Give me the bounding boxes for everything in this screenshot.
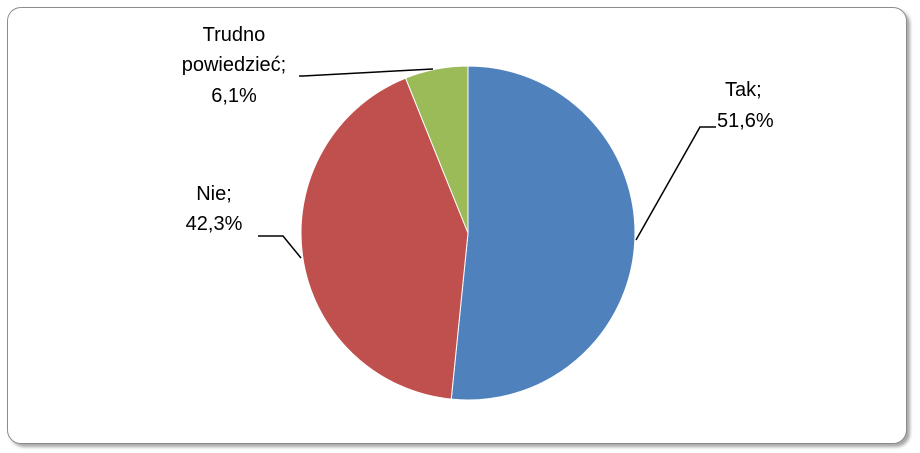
label-trudno-line2: powiedzieć;	[182, 54, 287, 76]
leader-line-trudno-powiedziec	[299, 68, 434, 77]
label-nie-percent: 42,3%	[186, 213, 243, 235]
slice-trudno-powiedziec	[404, 65, 469, 234]
slice-tak	[450, 65, 636, 401]
leader-line-nie	[258, 235, 302, 259]
label-tak-percent: 51,6%	[717, 110, 774, 132]
leader-line-tak	[635, 126, 716, 241]
slice-nie	[300, 77, 469, 400]
label-trudno-line1: Trudno	[203, 24, 266, 46]
label-nie-name: Nie;	[196, 183, 232, 205]
label-tak-name: Tak;	[725, 79, 762, 101]
label-trudno-percent: 6,1%	[211, 85, 257, 107]
